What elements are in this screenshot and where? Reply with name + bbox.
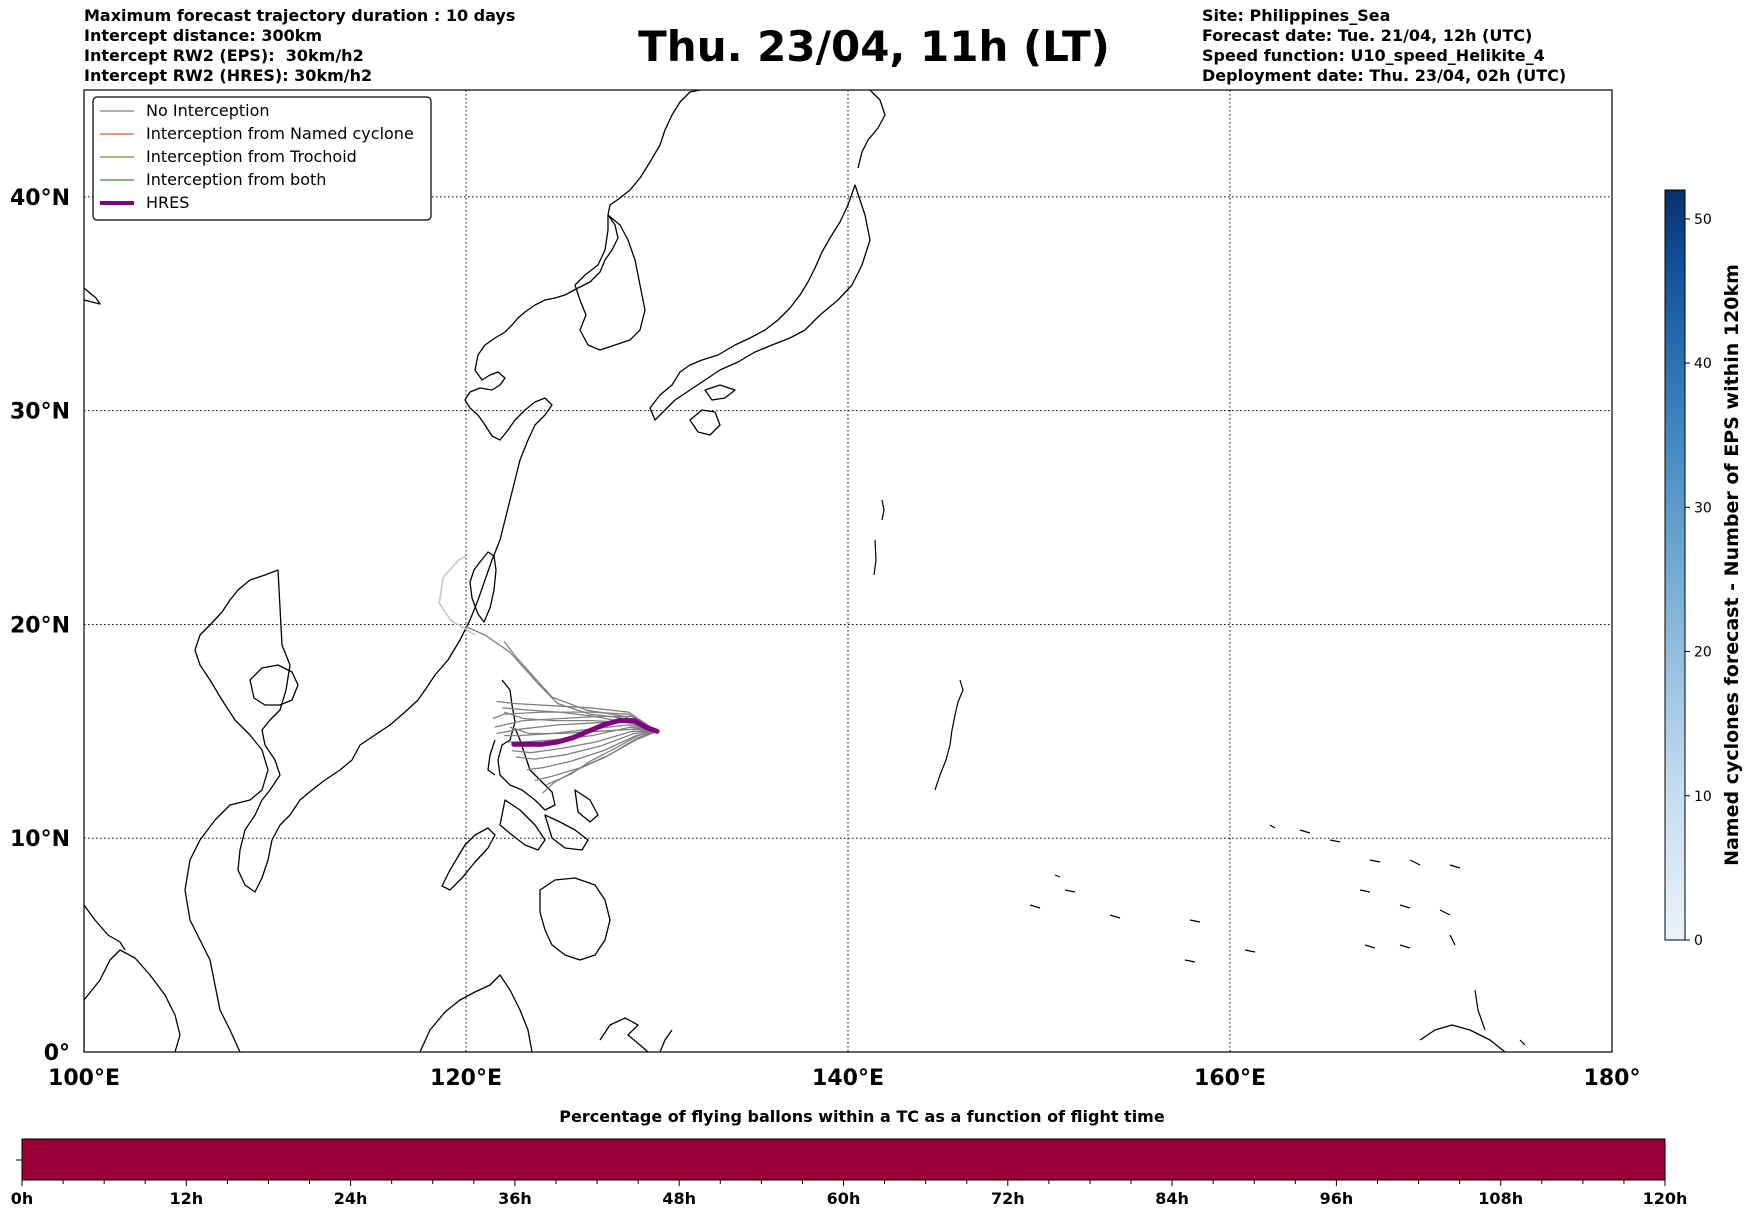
main-title: Thu. 23/04, 11h (LT) [638,22,1110,71]
time-bar-tick-label: 60h [827,1189,861,1208]
lon-label: 120°E [430,1066,502,1091]
coastline-taiwan [469,551,497,623]
colorbar-label: Named cyclones forecast - Number of EPS … [1721,264,1743,866]
header-line-rw2-hres: Intercept RW2 (HRES): 30km/h2 [84,66,373,85]
time-bar-tick-label: 72h [991,1189,1025,1208]
eps-track-6 [511,730,657,754]
lat-label: 30°N [10,400,70,425]
eps-track-7 [515,730,658,760]
eps-track-11 [465,626,658,732]
eps-track-12 [503,641,658,732]
colorbar-tick-label: 0 [1694,933,1703,949]
lon-label: 140°E [812,1066,884,1091]
coastline-palawan [441,827,496,891]
lat-label: 0° [44,1041,70,1066]
time-bar-tick-label: 120h [1643,1189,1688,1208]
coastline-borneo [419,974,533,1052]
time-bar-fill [21,1138,1666,1181]
hres-trajectory [511,718,660,747]
colorbar-gradient [1664,189,1686,941]
coastline-mindanao [539,877,611,961]
legend-label: Interception from both [146,170,326,189]
eps-track-4 [504,724,658,737]
legend-box [92,96,432,221]
time-bar-tick-label: 96h [1320,1189,1354,1208]
coastline-small-islands [873,499,1526,1046]
colorbar: 0 10 20 30 40 50 Named cyclones forecast - Nu… [1664,189,1743,949]
header-line-site: Site: Philippines_Sea [1202,6,1391,25]
latitude-labels: 0° 10°N 20°N 30°N 40°N [10,186,70,1066]
coastline-korea [574,214,646,351]
coastlines [84,90,1526,1052]
longitude-labels: 100°E 120°E 140°E 160°E 180° [48,1066,1640,1091]
legend-label: Interception from Trochoid [146,147,357,166]
eps-track-16 [502,707,658,732]
coastline-visayas [499,789,599,851]
header-line-deployment-date: Deployment date: Thu. 23/04, 02h (UTC) [1202,66,1567,85]
header-left-info: Maximum forecast trajectory duration : 1… [84,6,515,86]
hres-track-line [511,718,660,747]
colorbar-tick-label: 50 [1694,212,1712,228]
time-bar-tick-label: 84h [1155,1189,1189,1208]
light-track-line [438,555,476,636]
eps-track-2 [494,715,658,732]
time-bar-title: Percentage of flying ballons within a TC… [559,1107,1165,1126]
lat-label: 10°N [10,827,70,852]
colorbar-tick-label: 10 [1694,789,1712,805]
lat-label: 20°N [10,613,70,638]
header-line-speed-function: Speed function: U10_speed_Helikite_4 [1202,46,1545,65]
lat-label: 40°N [10,186,70,211]
header-line-distance: Intercept distance: 300km [84,26,323,45]
header-line-duration: Maximum forecast trajectory duration : 1… [84,6,516,25]
header-line-rw2-eps: Intercept RW2 (EPS): 30km/h2 [84,46,364,65]
colorbar-tick-label: 40 [1694,356,1712,372]
header-line-forecast-date: Forecast date: Tue. 21/04, 12h (UTC) [1202,26,1533,45]
coastline-japan [649,90,886,436]
lon-label: 180° [1584,1066,1641,1091]
eps-trajectories [465,626,658,794]
time-bar-tick-label: 108h [1478,1189,1523,1208]
time-bar-tick-label: 24h [334,1189,368,1208]
eps-track-0 [496,700,658,732]
time-bar: Percentage of flying ballons within a TC… [11,1107,1688,1208]
coastline-asia-mainland [84,90,701,1052]
light-trajectory [438,555,476,636]
coastline-hainan [249,664,299,706]
map-frame [83,89,1613,1053]
legend: No Interception Interception from Named c… [92,96,432,221]
time-bar-tick-label: 36h [498,1189,532,1208]
eps-track-15 [541,730,658,794]
colorbar-tick-label: 30 [1694,500,1712,516]
header-right-info: Site: Philippines_Sea Forecast date: Tue… [1202,6,1566,86]
time-bar-tick-label: 48h [662,1189,696,1208]
time-bar-tick-label: 12h [169,1189,203,1208]
coastline-new-guinea [1419,1024,1506,1052]
coastline-sulawesi [599,1017,673,1052]
lon-label: 100°E [48,1066,120,1091]
map-content [84,90,1612,1052]
lon-label: 160°E [1194,1066,1266,1091]
time-bar-tick-label: 0h [11,1189,34,1208]
legend-label: HRES [146,193,189,212]
legend-label: No Interception [146,101,270,120]
legend-label: Interception from Named cyclone [146,124,414,143]
graticule [84,90,1612,1052]
colorbar-tick-label: 20 [1694,645,1712,661]
